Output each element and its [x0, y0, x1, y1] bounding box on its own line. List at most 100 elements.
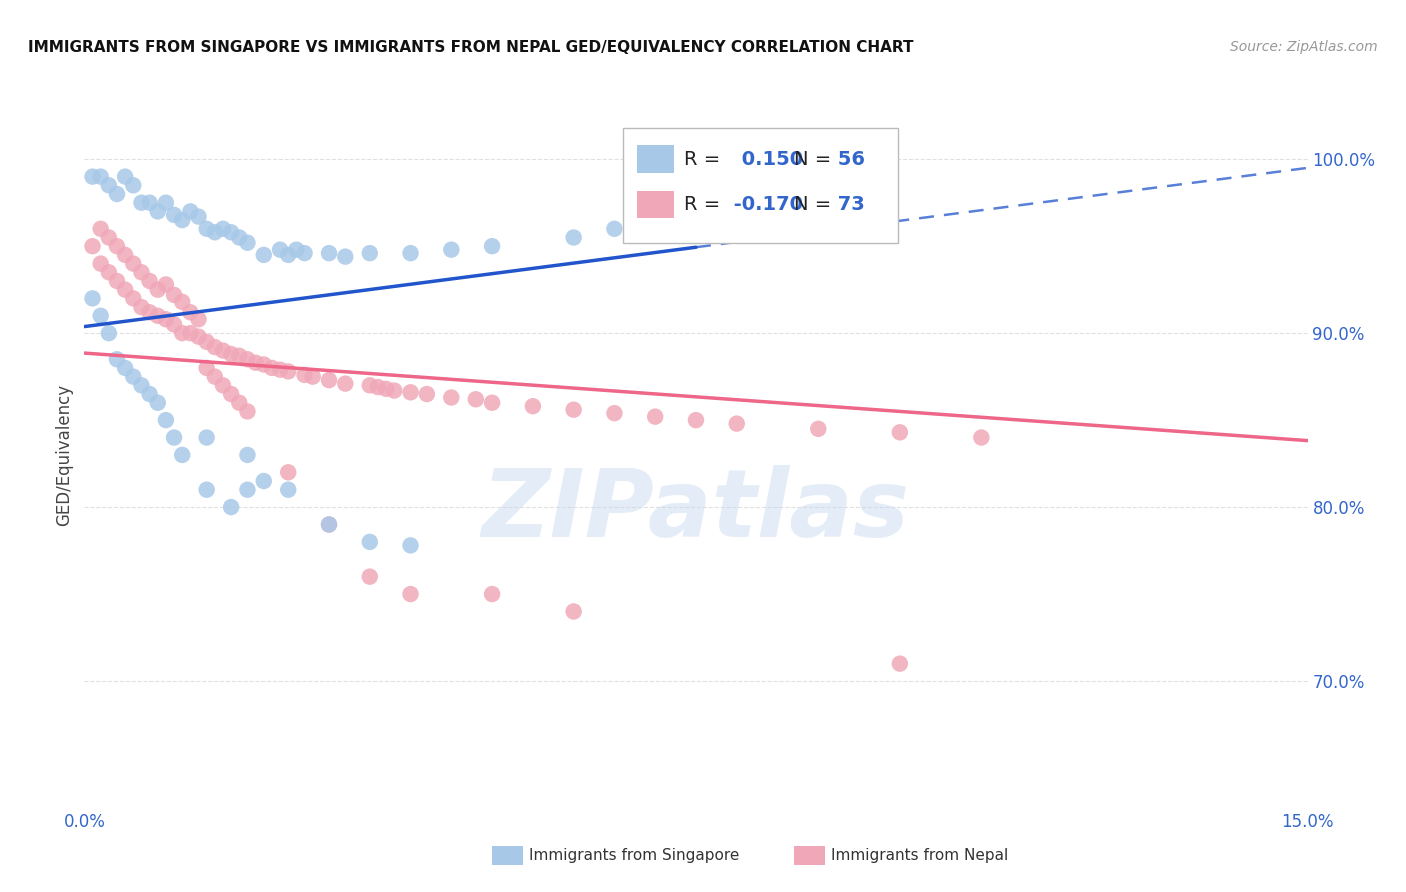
Point	[146, 395, 169, 409]
Point	[294, 246, 316, 260]
Point	[245, 356, 267, 370]
Point	[179, 326, 201, 340]
Point	[146, 283, 169, 297]
Point	[253, 358, 276, 372]
Text: 56: 56	[831, 150, 865, 169]
Point	[82, 239, 104, 253]
Point	[114, 248, 136, 262]
Point	[204, 225, 226, 239]
Text: ZIPatlas: ZIPatlas	[482, 465, 910, 557]
Point	[163, 318, 186, 332]
Point	[277, 248, 299, 262]
Point	[807, 422, 830, 436]
FancyBboxPatch shape	[637, 191, 673, 219]
Point	[644, 213, 666, 227]
Text: N =: N =	[794, 150, 831, 169]
Point	[318, 517, 340, 532]
Text: IMMIGRANTS FROM SINGAPORE VS IMMIGRANTS FROM NEPAL GED/EQUIVALENCY CORRELATION C: IMMIGRANTS FROM SINGAPORE VS IMMIGRANTS …	[28, 40, 914, 55]
Point	[285, 243, 308, 257]
Point	[236, 483, 259, 497]
Point	[212, 343, 235, 358]
Point	[464, 392, 486, 407]
Point	[277, 364, 299, 378]
Point	[146, 204, 169, 219]
Point	[236, 352, 259, 367]
Point	[90, 256, 112, 270]
Point	[172, 213, 194, 227]
Point	[236, 235, 259, 250]
Point	[359, 246, 381, 260]
Point	[82, 169, 104, 184]
Point	[416, 387, 439, 401]
Point	[172, 326, 194, 340]
Point	[146, 309, 169, 323]
Text: 73: 73	[831, 195, 865, 214]
Point	[114, 169, 136, 184]
Point	[382, 384, 405, 398]
Point	[399, 246, 422, 260]
Point	[219, 500, 242, 514]
FancyBboxPatch shape	[623, 128, 898, 243]
Text: Immigrants from Singapore: Immigrants from Singapore	[529, 848, 740, 863]
Point	[399, 385, 422, 400]
Point	[228, 230, 250, 244]
FancyBboxPatch shape	[637, 145, 673, 173]
Point	[172, 294, 194, 309]
Point	[294, 368, 316, 382]
Point	[163, 288, 186, 302]
Point	[122, 256, 145, 270]
Text: Source: ZipAtlas.com: Source: ZipAtlas.com	[1230, 40, 1378, 54]
Point	[131, 195, 153, 210]
Point	[179, 305, 201, 319]
Point	[204, 340, 226, 354]
Point	[172, 448, 194, 462]
Point	[97, 326, 120, 340]
Point	[522, 399, 544, 413]
Point	[187, 312, 209, 326]
Point	[138, 305, 160, 319]
Point	[603, 221, 626, 235]
Point	[212, 378, 235, 392]
Point	[359, 378, 381, 392]
Point	[90, 169, 112, 184]
Point	[179, 204, 201, 219]
Point	[603, 406, 626, 420]
Point	[219, 225, 242, 239]
Point	[138, 274, 160, 288]
Text: -0.170: -0.170	[727, 195, 803, 214]
Text: R =: R =	[683, 195, 720, 214]
Y-axis label: GED/Equivalency: GED/Equivalency	[55, 384, 73, 526]
Point	[105, 352, 128, 367]
Point	[114, 360, 136, 375]
Point	[195, 334, 218, 349]
Point	[889, 657, 911, 671]
Point	[562, 230, 585, 244]
Point	[236, 448, 259, 462]
Point	[318, 246, 340, 260]
Point	[318, 517, 340, 532]
Point	[562, 402, 585, 417]
Point	[82, 291, 104, 305]
Point	[97, 178, 120, 193]
Point	[195, 221, 218, 235]
Point	[253, 474, 276, 488]
Point	[335, 250, 357, 264]
Text: 0.150: 0.150	[735, 150, 803, 169]
Point	[97, 230, 120, 244]
Point	[277, 483, 299, 497]
Text: N =: N =	[794, 195, 831, 214]
Point	[195, 430, 218, 444]
Point	[318, 373, 340, 387]
Point	[228, 395, 250, 409]
Point	[163, 208, 186, 222]
Point	[114, 283, 136, 297]
Point	[105, 239, 128, 253]
Point	[440, 391, 463, 405]
Point	[219, 347, 242, 361]
Point	[122, 369, 145, 384]
Point	[277, 466, 299, 480]
Point	[187, 210, 209, 224]
Point	[889, 425, 911, 440]
Point	[399, 587, 422, 601]
Point	[122, 291, 145, 305]
